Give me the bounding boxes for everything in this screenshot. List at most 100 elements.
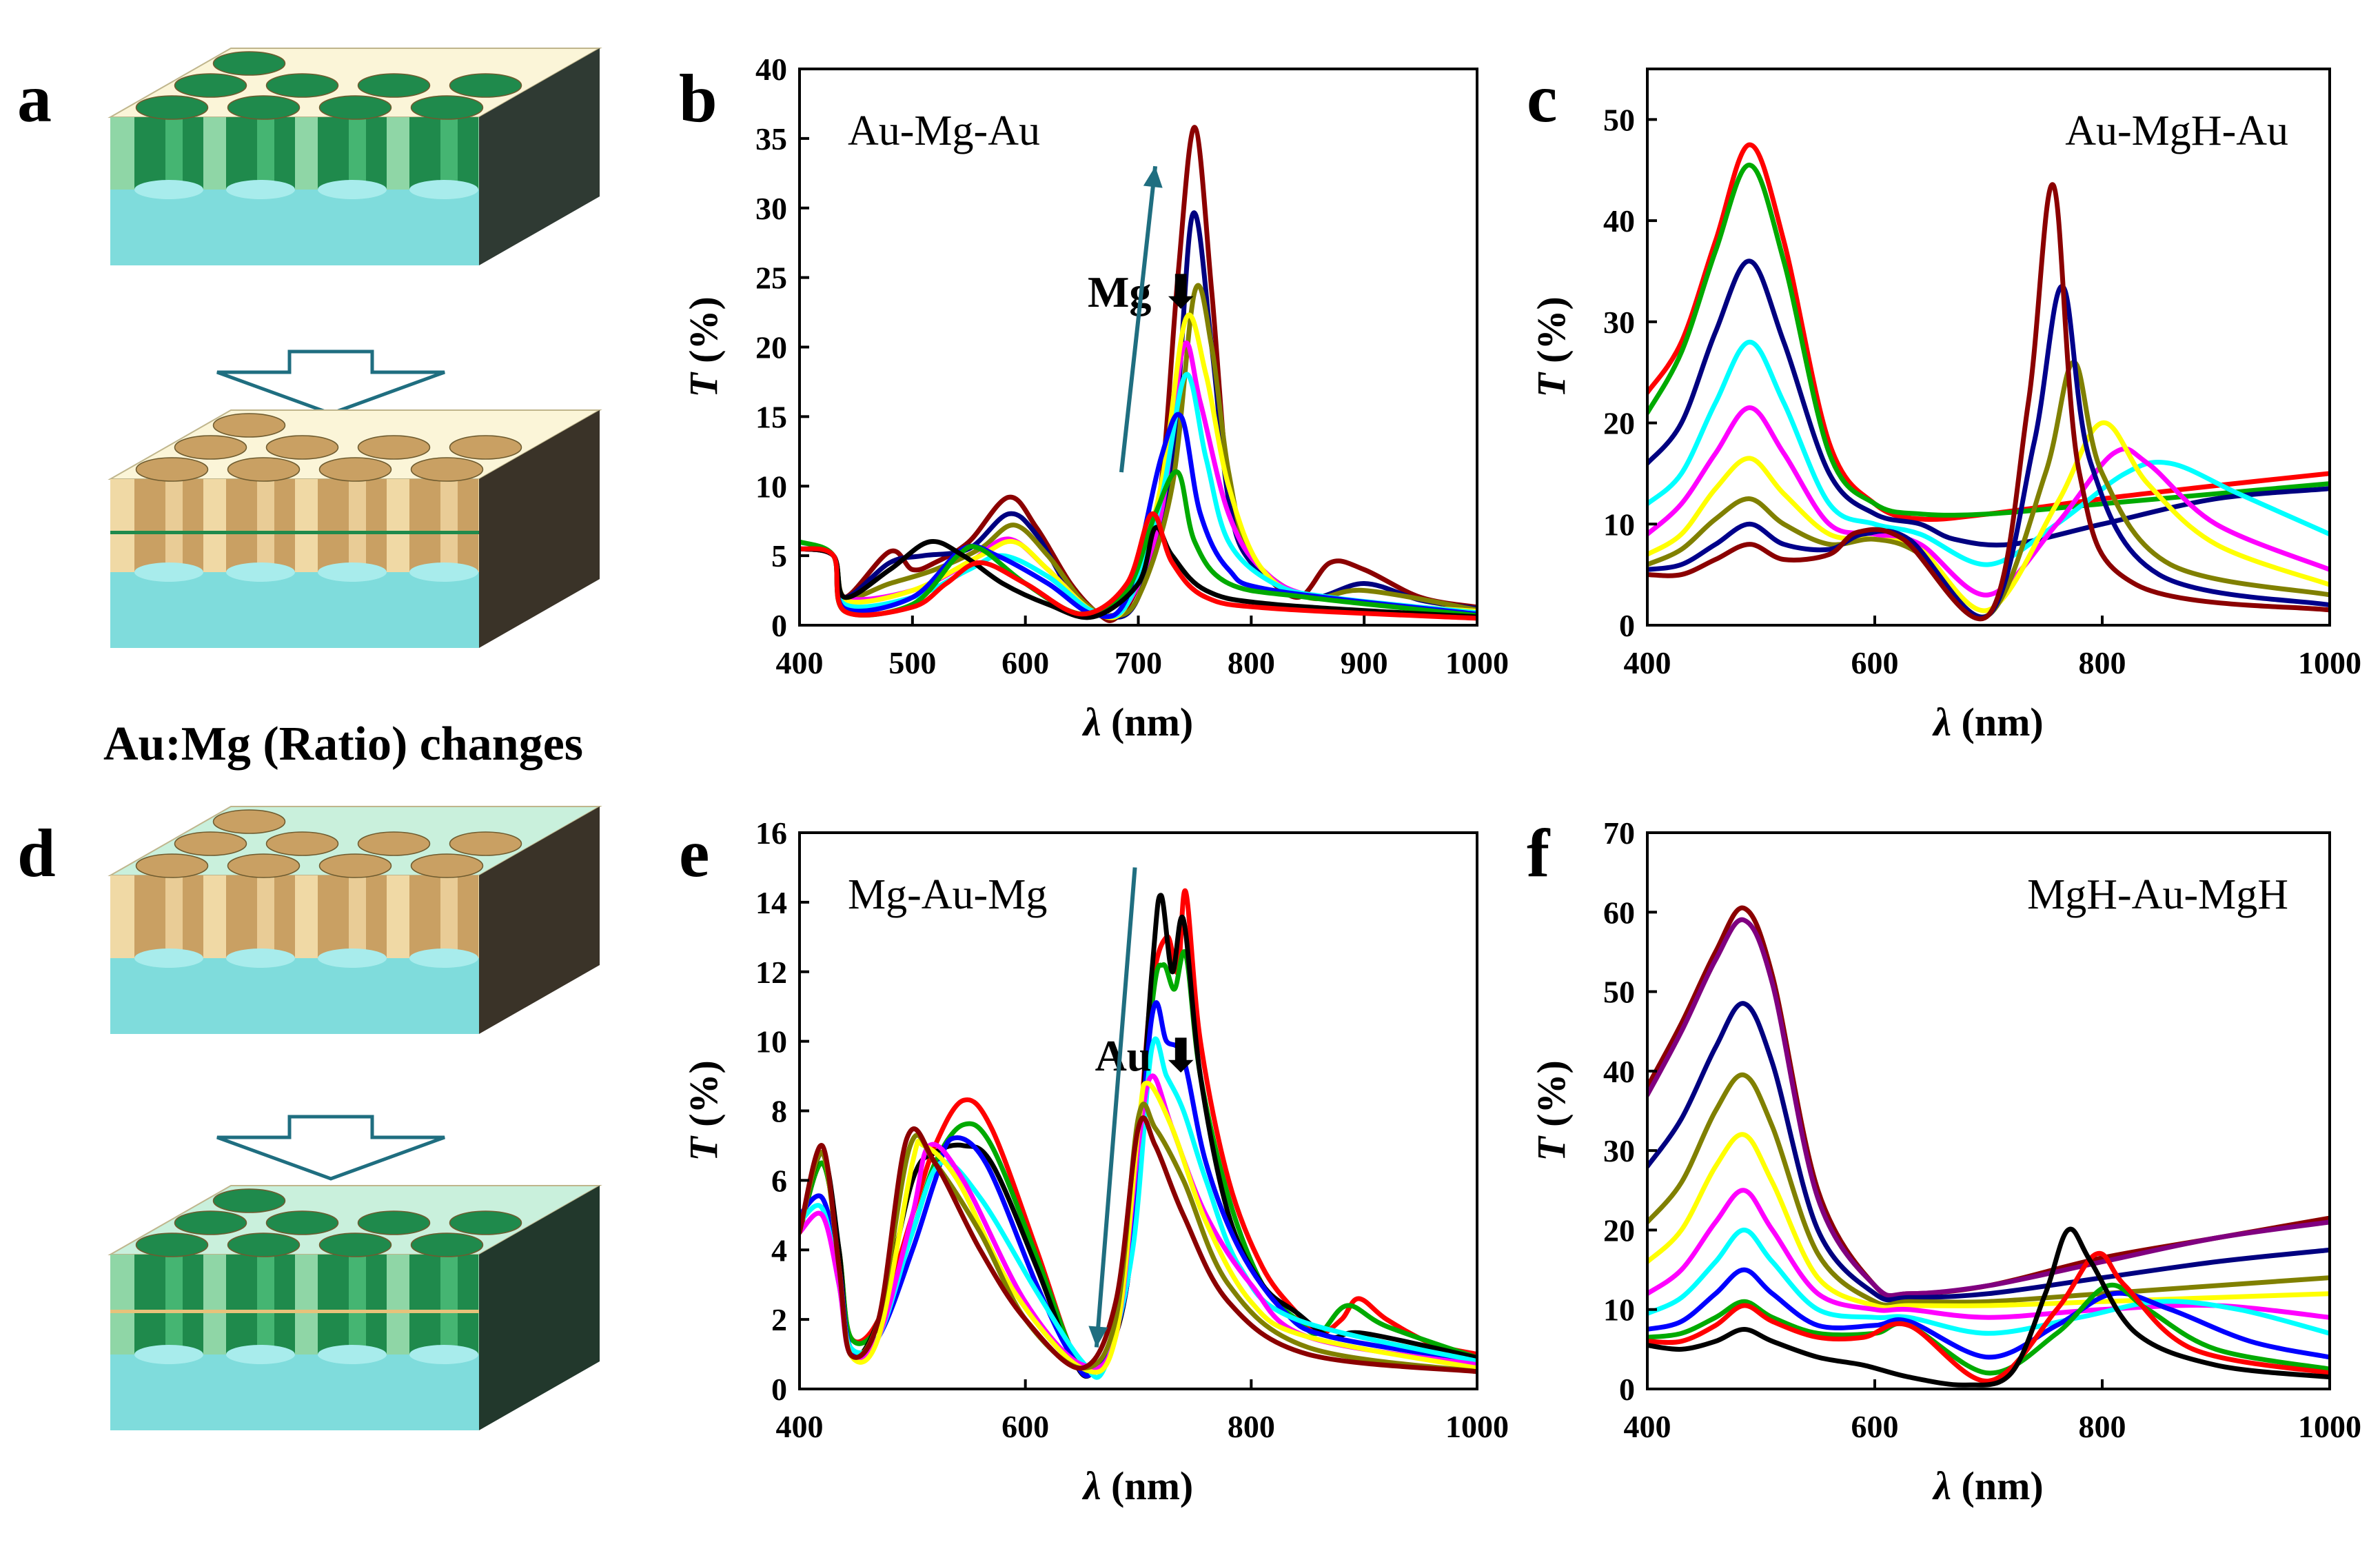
chart-b-xtick-label: 900 — [1341, 645, 1388, 680]
chart-c-ylabel: T (%) — [1529, 296, 1574, 398]
chart-f-xtick-label: 800 — [2079, 1409, 2126, 1444]
block-hole-bottom — [226, 562, 295, 582]
chart-b-xtick-label: 600 — [1001, 645, 1049, 680]
schematic-nanohole-array-green — [108, 48, 602, 265]
block-top-hole — [449, 831, 522, 856]
block-top-hole — [135, 95, 209, 120]
chart-c-xtick-label: 600 — [1851, 645, 1899, 680]
chart-c-ytick-label: 30 — [1603, 305, 1635, 340]
block-hole-bottom — [318, 562, 387, 582]
block-top-hole — [212, 809, 286, 834]
block-hole-highlight — [257, 875, 274, 958]
chart-f-xlabel: λ (nm) — [1932, 1463, 2043, 1508]
block-top-hole — [227, 457, 301, 482]
block-substrate — [110, 572, 479, 648]
chart-e-series-group — [800, 888, 1477, 1380]
block-top-hole — [357, 831, 431, 856]
schematic-nanohole-array-gold-mint — [108, 806, 602, 1034]
block-hole-highlight — [257, 479, 274, 572]
block-top-hole — [135, 853, 209, 878]
block-top-hole — [265, 435, 339, 460]
chart-c-ytick-label: 20 — [1603, 406, 1635, 441]
chart-e-ytick-label: 6 — [771, 1163, 787, 1198]
chart-f-ytick-label: 40 — [1603, 1054, 1635, 1089]
chart-b-series-9 — [800, 511, 1477, 621]
block-hole-bottom — [318, 1345, 387, 1364]
chart-b-xtick-label: 800 — [1228, 645, 1275, 680]
block-hole-highlight — [349, 479, 366, 572]
chart-b-xlabel: λ (nm) — [1082, 700, 1193, 744]
chart-c-series-5 — [1647, 420, 2330, 613]
block-top-hole — [174, 73, 247, 98]
chart-f-series-6 — [1647, 1227, 2330, 1336]
block-substrate — [110, 1355, 479, 1430]
chart-f-frame — [1646, 831, 2331, 1390]
chart-b-xtick-label: 1000 — [1445, 645, 1509, 680]
block-side-face — [479, 806, 600, 1034]
chart-b-ytick-label: 15 — [755, 399, 787, 434]
panel-letter-f: f — [1527, 815, 1550, 891]
block-top-hole — [357, 73, 431, 98]
down-arrow-shape — [216, 1115, 445, 1181]
chart-f-xtick-label: 400 — [1624, 1409, 1671, 1444]
chart-e-xlabel: λ (nm) — [1082, 1463, 1193, 1508]
block-hole-highlight — [165, 479, 183, 572]
block-top-hole — [410, 1232, 484, 1257]
block-top-hole — [212, 1188, 286, 1213]
panel-letter-e: e — [679, 815, 710, 891]
chart-f-ylabel: T (%) — [1529, 1060, 1574, 1161]
chart-f-series-group — [1647, 905, 2330, 1388]
chart-f-xtick-label: 600 — [1851, 1409, 1899, 1444]
down-arrow-icon — [216, 349, 445, 416]
block-top-hole — [318, 1232, 392, 1257]
block-top-hole — [449, 1210, 522, 1235]
chart-f-title: MgH-Au-MgH — [2027, 871, 2288, 918]
chart-f-series-4 — [1647, 1132, 2330, 1310]
block-hole-highlight — [165, 1255, 183, 1355]
block-top-hole — [449, 435, 522, 460]
block-hole-bottom — [409, 562, 478, 582]
block-top-hole — [227, 853, 301, 878]
chart-b-au-mg-au: 400 500 600 700 800 900 1000 0 5 10 15 20 25 30 35 40 λ … — [681, 52, 1509, 744]
chart-b-xtick-label: 500 — [888, 645, 936, 680]
chart-e-xtick-label: 400 — [776, 1409, 824, 1444]
panel-letter-d: d — [17, 815, 56, 891]
chart-c-series-8 — [1647, 182, 2330, 622]
chart-b-ytick-label: 0 — [771, 608, 787, 643]
block-hole-bottom — [134, 180, 203, 199]
chart-c-ytick-label: 50 — [1603, 102, 1635, 137]
chart-c-xlabel: λ (nm) — [1932, 700, 2043, 744]
chart-e-title: Mg-Au-Mg — [848, 871, 1047, 918]
chart-e-xtick-label: 600 — [1001, 1409, 1049, 1444]
block-top-hole — [318, 95, 392, 120]
chart-e-trend-arrow — [1094, 867, 1137, 1348]
chart-f-ytick-label: 20 — [1603, 1213, 1635, 1248]
chart-b-series-6 — [800, 412, 1477, 620]
chart-c-series-2 — [1647, 258, 2330, 548]
block-hole-bottom — [409, 1345, 478, 1364]
schematic-nanohole-array-green-stripe — [108, 1185, 602, 1430]
chart-c-ytick-label: 10 — [1603, 507, 1635, 542]
chart-f-series-1 — [1647, 917, 2330, 1298]
block-hole-highlight — [440, 479, 458, 572]
chart-f-ytick-label: 60 — [1603, 895, 1635, 930]
block-top-hole — [318, 457, 392, 482]
chart-e-ytick-label: 0 — [771, 1372, 787, 1407]
chart-b-ytick-label: 5 — [771, 538, 787, 574]
chart-f-series-7 — [1647, 1267, 2330, 1360]
chart-b-xtick-label: 400 — [776, 645, 824, 680]
chart-e-ytick-label: 16 — [755, 815, 787, 851]
block-top-hole — [174, 1210, 247, 1235]
chart-f-ytick-label: 30 — [1603, 1133, 1635, 1168]
chart-e-ylabel: T (%) — [681, 1060, 726, 1161]
chart-e-trend-arrowhead — [1088, 1326, 1108, 1348]
chart-b-ylabel: T (%) — [681, 296, 726, 398]
chart-b-ytick-label: 30 — [755, 191, 787, 226]
chart-e-series-8 — [800, 1115, 1477, 1374]
chart-b-ytick-label: 25 — [755, 261, 787, 296]
chart-e-ytick-label: 12 — [755, 955, 787, 990]
block-top-hole — [318, 853, 392, 878]
chart-c-series-4 — [1647, 405, 2330, 598]
block-hole-highlight — [257, 1255, 274, 1355]
